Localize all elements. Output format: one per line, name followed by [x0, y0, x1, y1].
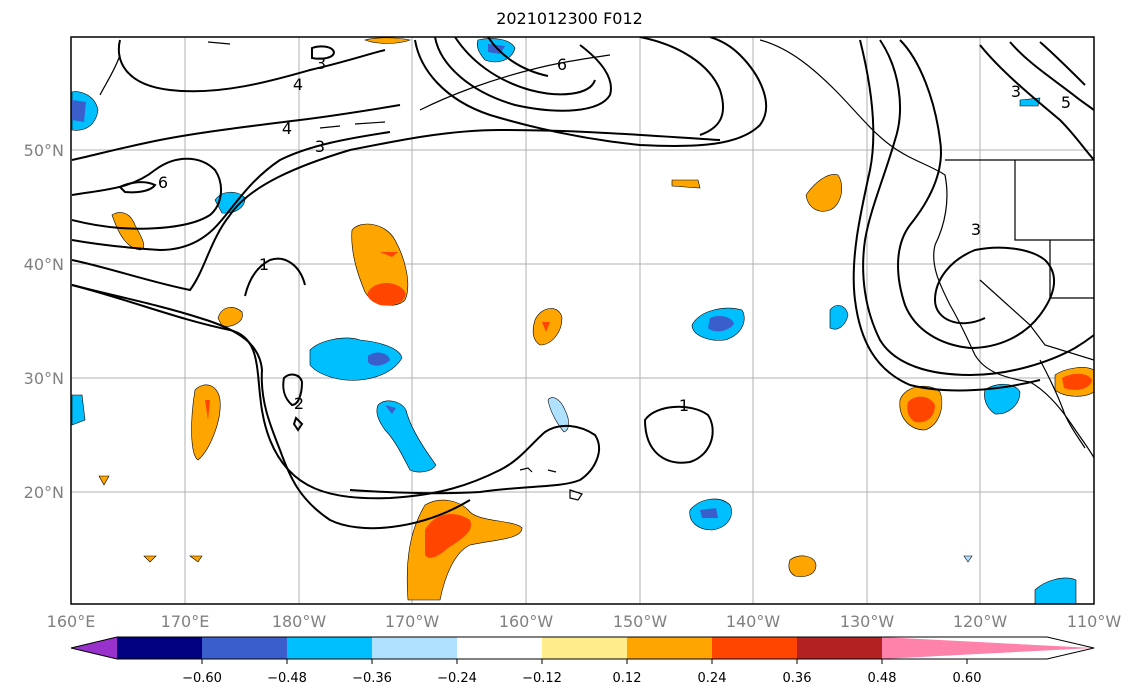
coastlines: [99, 39, 1094, 501]
colorbar-tick-label: −0.12: [522, 671, 562, 686]
colorbar-tick-label: −0.60: [182, 671, 222, 686]
contour-label: 1: [679, 396, 689, 415]
colorbar-segment: [202, 637, 287, 659]
lon-label: 120°W: [953, 612, 1008, 631]
lon-label: 170°W: [385, 612, 440, 631]
map-title: 2021012300 F012: [496, 9, 643, 28]
lat-label: 30°N: [24, 369, 64, 388]
colorbar-outline: [70, 636, 1095, 660]
colorbar-tick-label: 0.36: [783, 671, 812, 686]
colorbar-tick-label: 0.12: [613, 671, 642, 686]
colorbar-tick-label: 0.48: [868, 671, 897, 686]
lon-label: 140°W: [726, 612, 781, 631]
colorbar-segment: [542, 637, 627, 659]
contour-label: 5: [1061, 93, 1071, 112]
latitude-labels: 50°N 40°N 30°N 20°N: [24, 141, 64, 502]
colorbar-tick-label: −0.36: [352, 671, 392, 686]
lat-label: 20°N: [24, 483, 64, 502]
colorbar-segment: [457, 637, 542, 659]
lon-label: 160°W: [499, 612, 554, 631]
lon-label: 180°W: [272, 612, 327, 631]
colorbar-tick-label: 0.24: [698, 671, 727, 686]
lon-label: 130°W: [840, 612, 895, 631]
lon-label: 170°E: [161, 612, 210, 631]
longitude-labels: 160°E 170°E 180°W 170°W 160°W 150°W 140°…: [47, 612, 1122, 631]
contour-labels: 3 4 4 3 6 1 2 6 1 3 3 5: [158, 54, 1071, 415]
colorbar-tick-label: 0.60: [953, 671, 982, 686]
colorbar-segment: [287, 637, 372, 659]
colorbar-segment: [797, 637, 882, 659]
colorbar-segment: [882, 637, 1094, 659]
shaded-anomalies: [71, 37, 1094, 604]
colorbar-tick-label: −0.24: [437, 671, 477, 686]
contour-label: 4: [293, 75, 303, 94]
lon-label: 150°W: [613, 612, 668, 631]
colorbar-segment: [71, 637, 117, 659]
lat-label: 40°N: [24, 255, 64, 274]
colorbar-segment: [372, 637, 457, 659]
colorbar-segment: [117, 637, 202, 659]
contour-label: 6: [557, 55, 567, 74]
colorbar-tick-label: −0.48: [267, 671, 307, 686]
contour-label: 3: [1011, 82, 1021, 101]
colorbar-segment: [627, 637, 712, 659]
colorbar: −0.60 −0.48 −0.36 −0.24 −0.12 0.12 0.24 …: [70, 636, 1095, 686]
contour-label: 3: [971, 220, 981, 239]
lon-label: 110°W: [1067, 612, 1122, 631]
contour-lines: [71, 37, 1094, 530]
contour-label: 1: [259, 255, 269, 274]
contour-label: 3: [316, 54, 326, 73]
contour-label: 6: [158, 173, 168, 192]
colorbar-segment: [712, 637, 797, 659]
lat-label: 50°N: [24, 141, 64, 160]
contour-label: 3: [315, 137, 325, 156]
contour-label: 2: [294, 394, 304, 413]
lon-label: 160°E: [47, 612, 96, 631]
map-frame: [70, 36, 1095, 605]
contour-label: 4: [282, 119, 292, 138]
